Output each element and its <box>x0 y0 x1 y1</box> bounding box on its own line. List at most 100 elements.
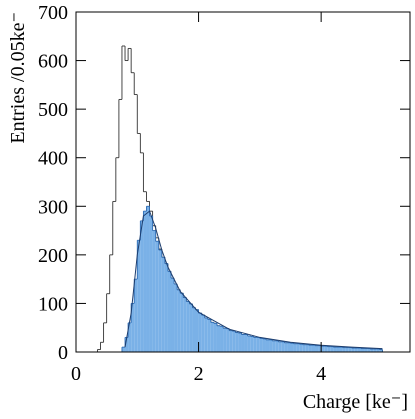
bar <box>125 337 129 352</box>
bar <box>284 342 288 352</box>
bar <box>198 313 202 352</box>
bar <box>170 278 175 352</box>
bar <box>213 323 217 352</box>
bar <box>189 303 193 352</box>
bar <box>220 326 224 352</box>
bar <box>143 211 147 352</box>
bar <box>210 322 214 352</box>
y-axis-label: Entries /0.05ke⁻ <box>7 12 29 144</box>
bar <box>238 333 242 352</box>
bar <box>348 347 352 352</box>
bar <box>247 335 251 352</box>
bar <box>174 284 178 352</box>
bar <box>342 347 346 352</box>
bar <box>308 345 312 352</box>
bar <box>265 339 270 352</box>
bar <box>140 220 144 352</box>
bar <box>146 206 150 352</box>
bar <box>315 345 319 352</box>
bar <box>241 334 245 352</box>
bar <box>223 328 227 352</box>
bar <box>354 348 358 352</box>
bar <box>333 347 337 352</box>
bar <box>321 346 325 352</box>
bar <box>373 349 377 352</box>
bar <box>128 322 132 352</box>
y-tick-label: 400 <box>38 148 68 170</box>
bar <box>351 348 355 352</box>
bar <box>201 315 205 352</box>
bar <box>180 293 184 352</box>
bar <box>149 216 153 352</box>
bar <box>250 336 254 352</box>
bar <box>164 263 168 352</box>
bar <box>281 341 285 352</box>
bar <box>226 328 230 352</box>
bar <box>229 330 233 352</box>
bar <box>345 347 349 352</box>
bar <box>272 340 276 352</box>
bar <box>232 331 236 352</box>
bar <box>296 343 300 352</box>
y-tick-label: 300 <box>38 196 68 218</box>
bar <box>192 307 196 352</box>
bar <box>161 257 165 352</box>
bar <box>167 271 171 352</box>
y-tick-label: 0 <box>58 342 68 364</box>
bar <box>216 325 221 352</box>
bar <box>183 297 187 352</box>
y-tick-label: 200 <box>38 245 68 267</box>
x-axis-label: Charge [ke⁻] <box>303 391 408 413</box>
bar <box>134 279 138 352</box>
bar <box>207 319 211 352</box>
bar <box>287 342 291 352</box>
bar <box>269 339 273 352</box>
bar <box>376 349 380 352</box>
bar <box>155 241 159 352</box>
bar <box>152 230 156 352</box>
bar <box>302 344 306 352</box>
bar <box>121 347 126 352</box>
bar <box>259 338 263 352</box>
bar <box>360 348 365 352</box>
x-tick-label: 2 <box>194 363 204 385</box>
bar <box>324 346 328 352</box>
bar <box>262 338 266 352</box>
bar <box>275 340 279 352</box>
bar <box>330 346 334 352</box>
plot-frame <box>75 11 411 353</box>
bar <box>367 348 371 352</box>
bar <box>204 318 208 352</box>
bar <box>244 334 248 352</box>
y-tick-label: 500 <box>38 99 68 121</box>
bar <box>370 349 374 352</box>
bar <box>195 309 199 352</box>
bar <box>318 345 322 352</box>
bar <box>336 347 340 352</box>
bar <box>253 337 257 352</box>
bar <box>357 348 361 352</box>
bar <box>311 345 316 352</box>
bar <box>186 301 190 352</box>
y-tick-label: 600 <box>38 51 68 73</box>
bar <box>158 250 162 352</box>
bar <box>305 344 309 352</box>
bar <box>177 289 181 352</box>
bar <box>299 344 303 352</box>
bar <box>235 332 239 352</box>
bar <box>256 337 260 352</box>
x-tick-label: 0 <box>71 363 81 385</box>
fit-curve <box>124 210 383 350</box>
y-tick-label: 100 <box>38 293 68 315</box>
bar <box>293 343 297 352</box>
bar <box>137 240 141 352</box>
bar <box>131 303 135 352</box>
bar <box>290 343 294 352</box>
x-tick-label: 4 <box>316 363 326 385</box>
bar <box>327 346 331 352</box>
y-tick-label: 700 <box>38 2 68 24</box>
bar <box>339 347 343 352</box>
bar <box>379 349 383 352</box>
